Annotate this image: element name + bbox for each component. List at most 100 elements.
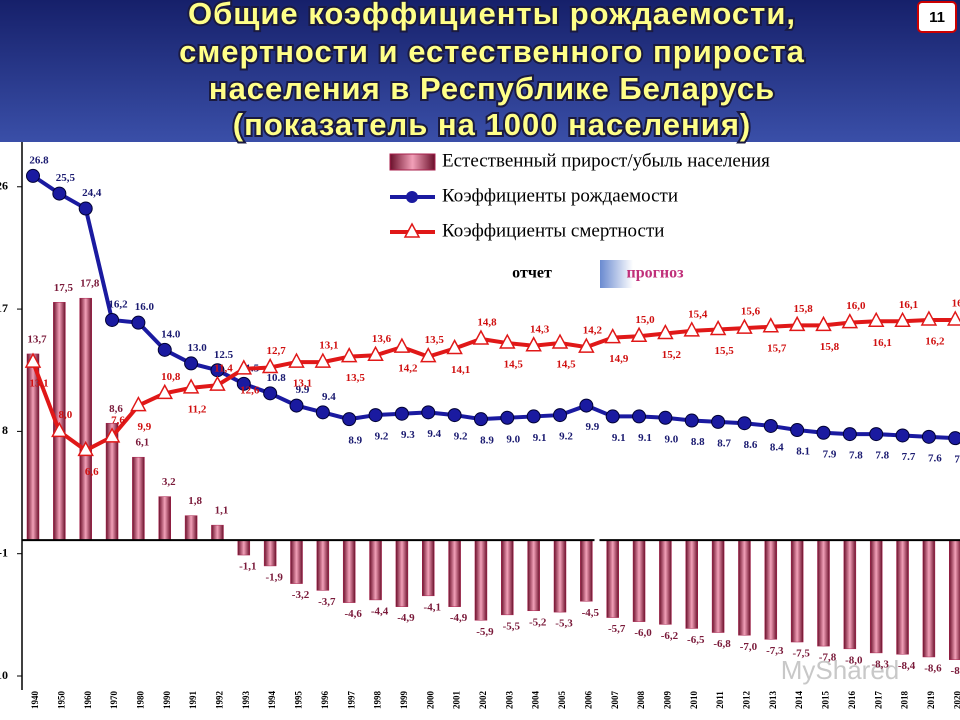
bar [79, 297, 92, 541]
bar [448, 539, 461, 607]
bar-label: -6,5 [687, 634, 705, 646]
title-line: (показатель на 1000 населения) [233, 107, 751, 142]
marker [894, 311, 911, 328]
point-label: 8.9 [480, 435, 494, 447]
marker [340, 347, 358, 363]
bar [896, 539, 909, 655]
title-line: населения в Республике Беларусь [209, 71, 775, 106]
bar-label: -7,8 [819, 652, 837, 664]
x-tick-label: 2009 [662, 691, 672, 710]
point-label: 9.1 [638, 432, 652, 444]
marker [368, 408, 383, 423]
bar [790, 539, 804, 643]
marker [394, 406, 409, 421]
x-tick-label: 2010 [689, 691, 699, 710]
title-line: Общие коэффициенты рождаемости, [188, 0, 796, 31]
point-label: 9.1 [612, 432, 626, 444]
bar-label: -4,4 [371, 605, 389, 617]
y-tick-label: 8 [2, 423, 8, 437]
bar-label: -8,8 [951, 665, 960, 677]
marker [315, 405, 330, 420]
point-label: 7.8 [875, 450, 889, 462]
marker [184, 356, 199, 371]
point-label: 13,6 [372, 333, 392, 345]
marker [762, 317, 780, 333]
x-tick-label: 1970 [109, 691, 119, 710]
y-tick-label: -10 [0, 668, 8, 682]
y-tick-label: 26 [0, 179, 8, 193]
legend-label: Естественный прирост/убыль населения [442, 150, 770, 171]
marker [788, 315, 806, 332]
marker [842, 427, 857, 442]
bar-label: -7,0 [740, 641, 758, 653]
x-tick-label: 2011 [715, 691, 725, 709]
marker [235, 359, 253, 375]
legend-label: Коэффициенты смертности [442, 220, 664, 241]
x-tick-label: 1990 [162, 691, 172, 710]
bar-label: -7,5 [792, 648, 810, 660]
bar [869, 539, 883, 654]
bar-label: -8,3 [871, 658, 889, 670]
bar [817, 539, 830, 647]
point-label: 10,8 [161, 371, 181, 383]
marker [841, 313, 859, 329]
marker [156, 383, 174, 400]
point-label: 7.7 [902, 451, 916, 463]
marker [920, 310, 938, 326]
bar [263, 539, 277, 567]
marker [77, 440, 94, 457]
marker [551, 333, 569, 349]
point-label: 13,1 [319, 340, 338, 352]
y-tick-label: 17 [0, 301, 8, 315]
bar-label: -4,6 [344, 608, 362, 620]
bar-label: -1,9 [265, 571, 283, 583]
point-label: 7.9 [823, 448, 837, 460]
marker [658, 410, 673, 425]
point-label: 15,8 [794, 303, 814, 315]
marker [948, 431, 960, 446]
marker [130, 395, 147, 412]
marker [525, 336, 542, 352]
x-tick-label: 2003 [504, 691, 514, 710]
bar [316, 539, 330, 591]
point-label: 13,1 [29, 378, 48, 390]
point-label: 9.1 [533, 432, 547, 444]
x-tick-label: 1980 [135, 691, 145, 710]
marker [736, 318, 753, 334]
point-label: 8.6 [744, 439, 758, 451]
bar-label: 6,1 [136, 437, 150, 449]
bar [738, 539, 751, 636]
x-tick-label: 2006 [583, 691, 593, 710]
point-label: 13,5 [346, 372, 366, 384]
bar [290, 539, 303, 584]
point-label: 14,2 [398, 363, 418, 375]
marker [236, 376, 251, 391]
report-box [490, 260, 600, 288]
marker [684, 413, 699, 428]
marker [921, 429, 936, 444]
point-label: 14,9 [609, 353, 629, 365]
bar-label: -3,2 [292, 589, 310, 601]
marker [78, 201, 93, 216]
marker [604, 328, 621, 344]
point-label: 11,4 [214, 363, 233, 375]
point-label: 7,6 [111, 414, 125, 426]
marker [946, 310, 960, 326]
point-label: 14,5 [556, 359, 576, 371]
marker [605, 409, 620, 424]
point-label: 9.0 [506, 433, 520, 445]
point-label: 9.4 [322, 391, 336, 403]
bar [685, 539, 698, 629]
bar-label: -5,2 [529, 616, 547, 628]
point-label: 9,9 [138, 421, 152, 433]
bar [659, 539, 672, 625]
bar [843, 539, 857, 650]
bar [711, 539, 725, 633]
point-label: 13,5 [425, 334, 445, 346]
marker [157, 342, 172, 357]
x-tick-label: 2017 [873, 691, 883, 710]
marker [763, 418, 778, 433]
point-label: 7.6 [928, 452, 942, 464]
point-label: 16,0 [846, 300, 866, 312]
